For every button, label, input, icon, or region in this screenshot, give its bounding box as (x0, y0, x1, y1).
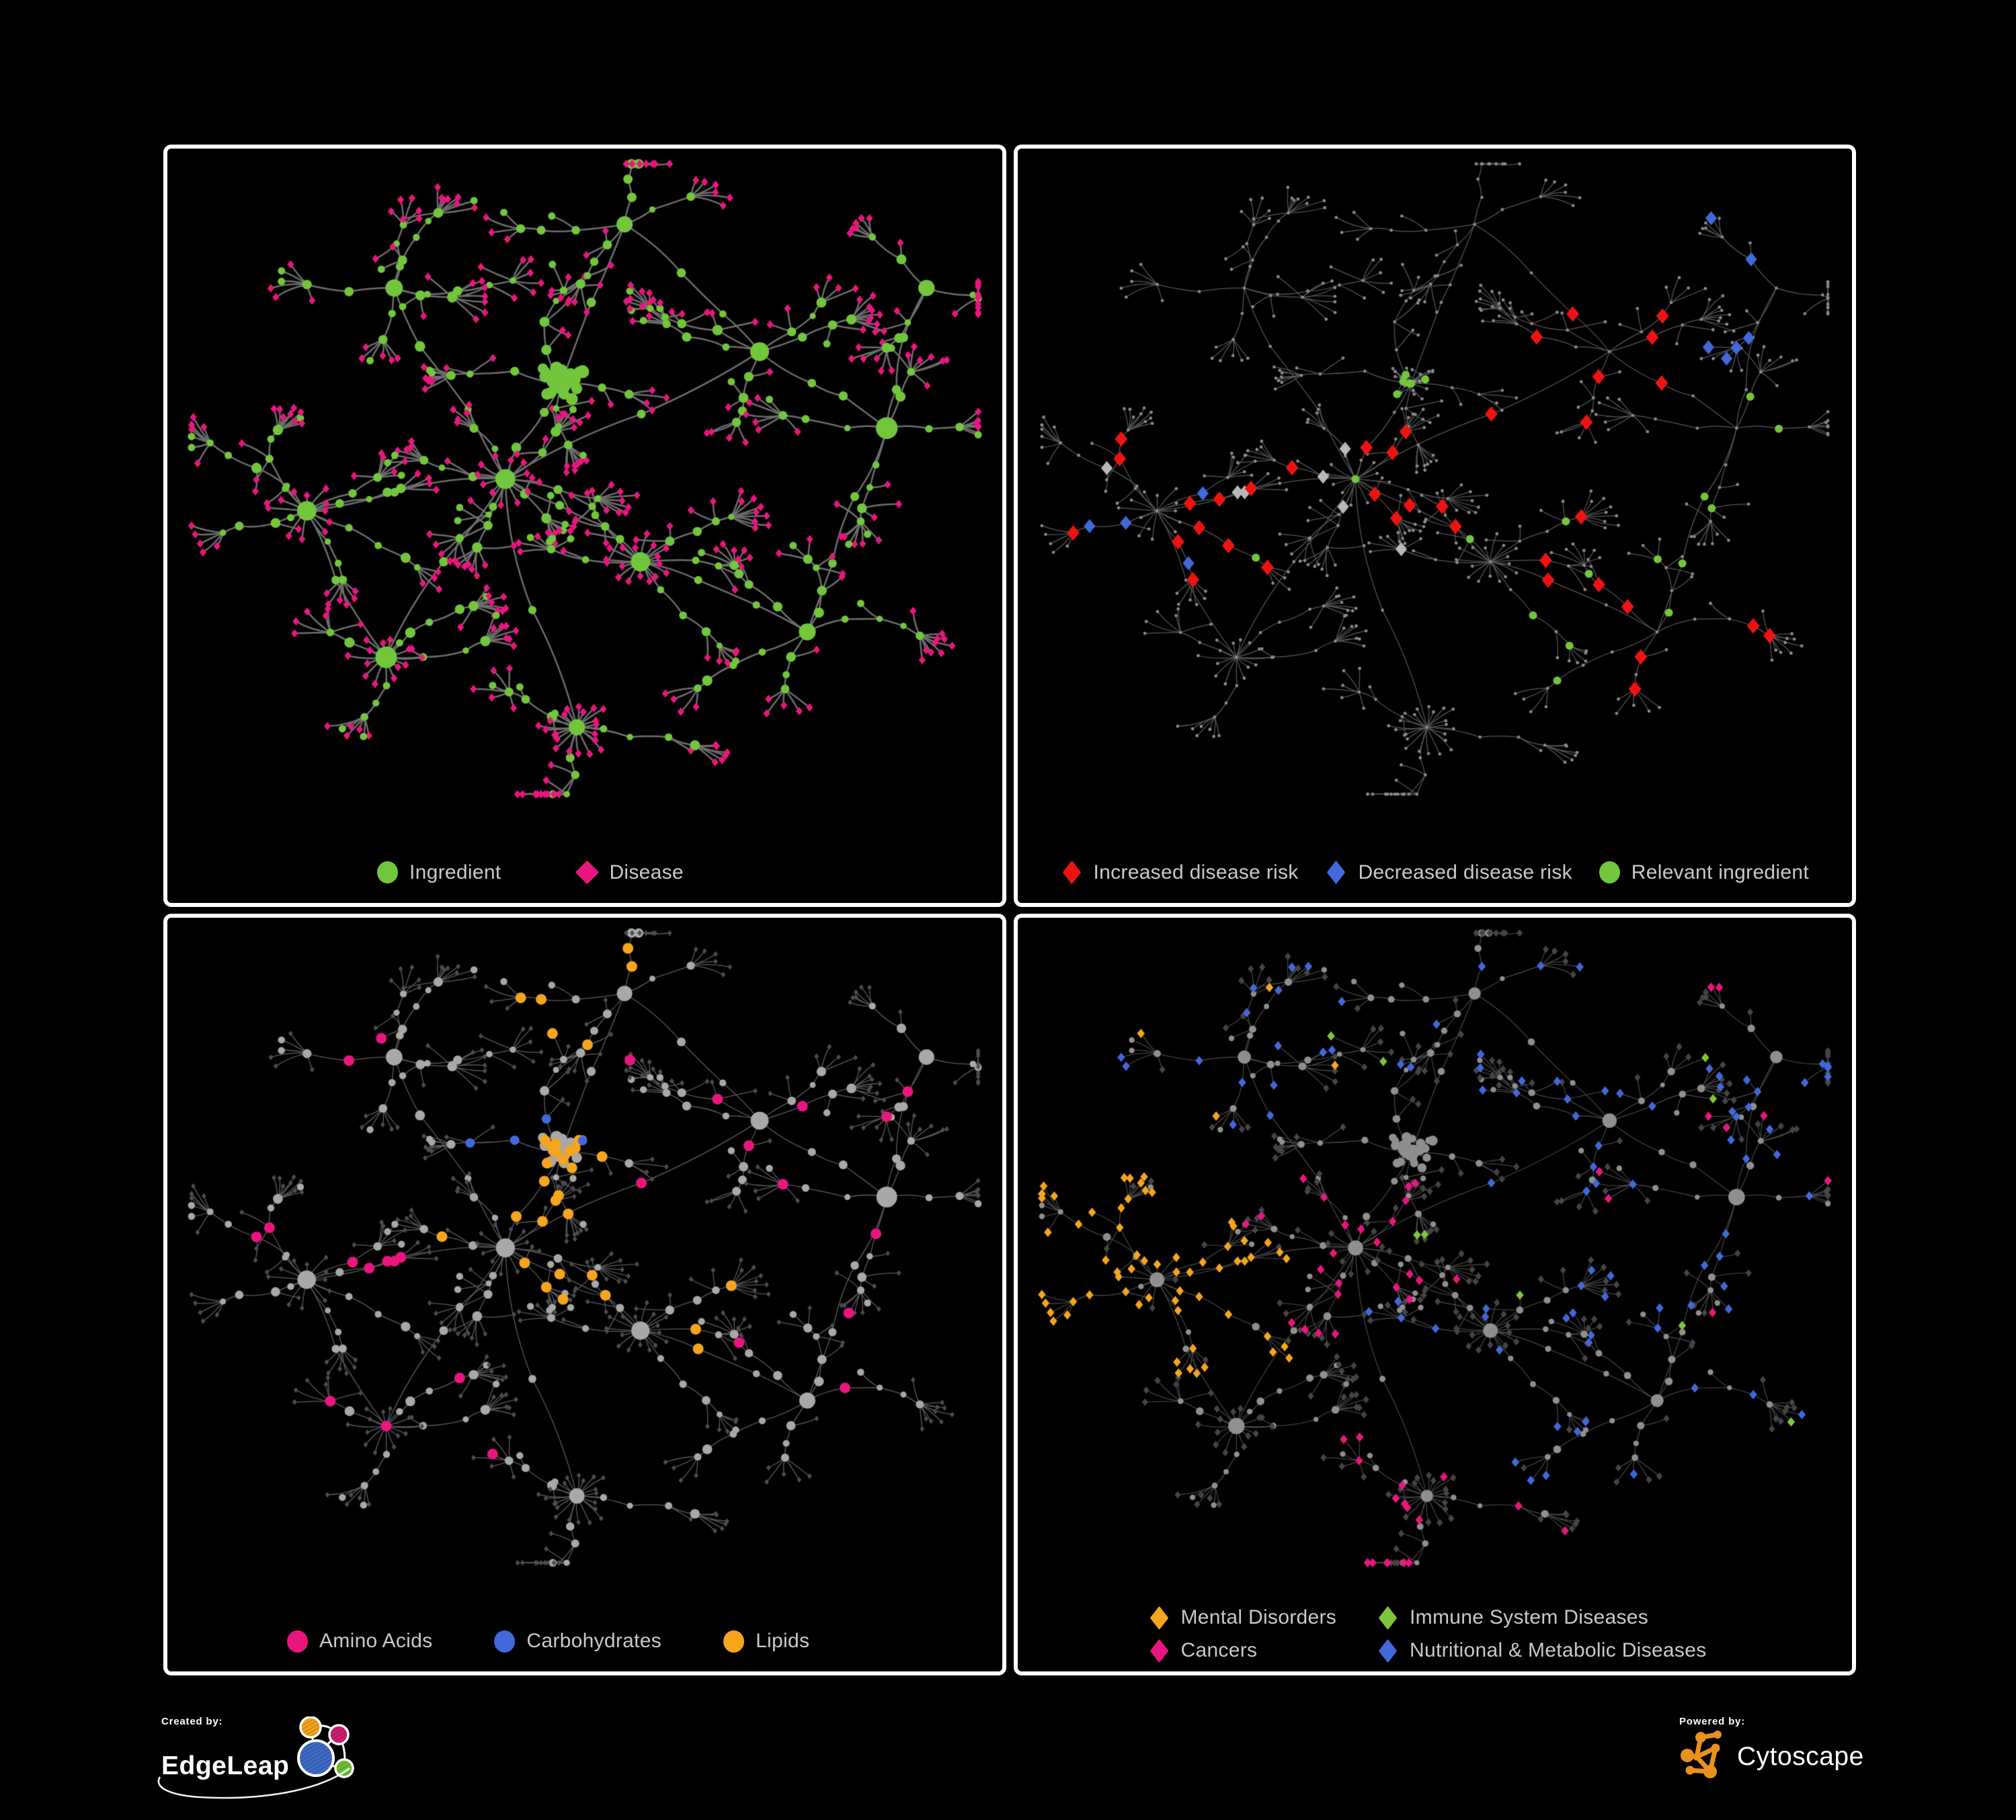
legend-label: Ingredient (409, 861, 501, 883)
legend-item-lipids: Lipids (723, 1630, 809, 1653)
decreased-risk-diamond-icon (1327, 860, 1346, 885)
mental-disorders-diamond-icon (1150, 1606, 1168, 1630)
legend-item-nutritional-metabolic: Nutritional & Metabolic Diseases (1377, 1638, 1707, 1663)
carbohydrates-circle-icon (494, 1630, 516, 1653)
legend-label: Relevant ingredient (1631, 861, 1809, 883)
legend-item-amino-acids: Amino Acids (287, 1630, 432, 1653)
legend-item-mental-disorders: Mental Disorders (1148, 1606, 1337, 1630)
edgeleap-wordmark: EdgeLeap (161, 1751, 290, 1780)
legend-item-disease: Disease (575, 860, 684, 885)
legend-item-relevant-ingredient: Relevant ingredient (1599, 861, 1809, 884)
panel-disease-risk: Increased disease risk Decreased disease… (1013, 145, 1856, 907)
legend-label: Decreased disease risk (1358, 861, 1572, 883)
panel-grid: Ingredient Disease Increased disease ris… (163, 145, 1856, 1675)
immune-diseases-diamond-icon (1378, 1606, 1398, 1630)
legend-label: Disease (609, 861, 684, 883)
edgeleap-network-logo-icon (297, 1716, 355, 1778)
legend-label: Lipids (756, 1630, 810, 1652)
cancers-diamond-icon (1150, 1638, 1168, 1663)
disease-diamond-icon (575, 860, 600, 885)
cytoscape-logo-icon (1681, 1731, 1722, 1778)
network-canvas-ingredient-disease (167, 149, 1002, 903)
edgeleap-branding: Created by: EdgeLeap (157, 1716, 363, 1810)
nutritional-metabolic-diamond-icon (1378, 1638, 1398, 1663)
legend-disease-risk: Increased disease risk Decreased disease… (1061, 860, 1810, 885)
lipids-circle-icon (723, 1630, 745, 1653)
legend-item-ingredient: Ingredient (377, 861, 501, 884)
network-canvas-disease-risk (1017, 149, 1852, 903)
legend-item-immune-diseases: Immune System Diseases (1377, 1606, 1706, 1630)
relevant-ingredient-circle-icon (1599, 861, 1620, 883)
legend-disease-categories: Mental Disorders Immune System Diseases … (1148, 1606, 1707, 1663)
cytoscape-wordmark: Cytoscape (1737, 1742, 1864, 1771)
legend-label: Mental Disorders (1180, 1606, 1337, 1628)
powered-by-label: Powered by: (1679, 1716, 1745, 1727)
legend-label: Cancers (1180, 1639, 1258, 1661)
legend-label: Immune System Diseases (1410, 1606, 1649, 1628)
legend-item-decreased-risk: Decreased disease risk (1325, 860, 1572, 885)
legend-label: Nutritional & Metabolic Diseases (1410, 1639, 1707, 1661)
legend-item-increased-risk: Increased disease risk (1061, 860, 1299, 885)
panel-ingredient-disease: Ingredient Disease (163, 145, 1006, 907)
amino-acids-circle-icon (287, 1630, 308, 1653)
legend-item-carbohydrates: Carbohydrates (494, 1630, 661, 1653)
legend-ingredient-disease: Ingredient Disease (377, 860, 684, 885)
network-canvas-nutrient-classes (167, 917, 1002, 1671)
ingredient-circle-icon (377, 861, 398, 883)
legend-label: Amino Acids (319, 1630, 433, 1652)
legend-nutrient-classes: Amino Acids Carbohydrates Lipids (287, 1630, 809, 1653)
panel-nutrient-classes: Amino Acids Carbohydrates Lipids (163, 913, 1006, 1675)
created-by-label: Created by: (161, 1716, 223, 1727)
legend-item-cancers: Cancers (1148, 1638, 1337, 1663)
panel-disease-categories: Mental Disorders Immune System Diseases … (1013, 913, 1856, 1675)
legend-label: Increased disease risk (1093, 861, 1299, 883)
legend-label: Carbohydrates (526, 1630, 662, 1652)
cytoscape-branding: Powered by: Cytoscape (1679, 1716, 1962, 1784)
network-canvas-disease-categories (1017, 917, 1852, 1671)
increased-risk-diamond-icon (1062, 860, 1081, 885)
